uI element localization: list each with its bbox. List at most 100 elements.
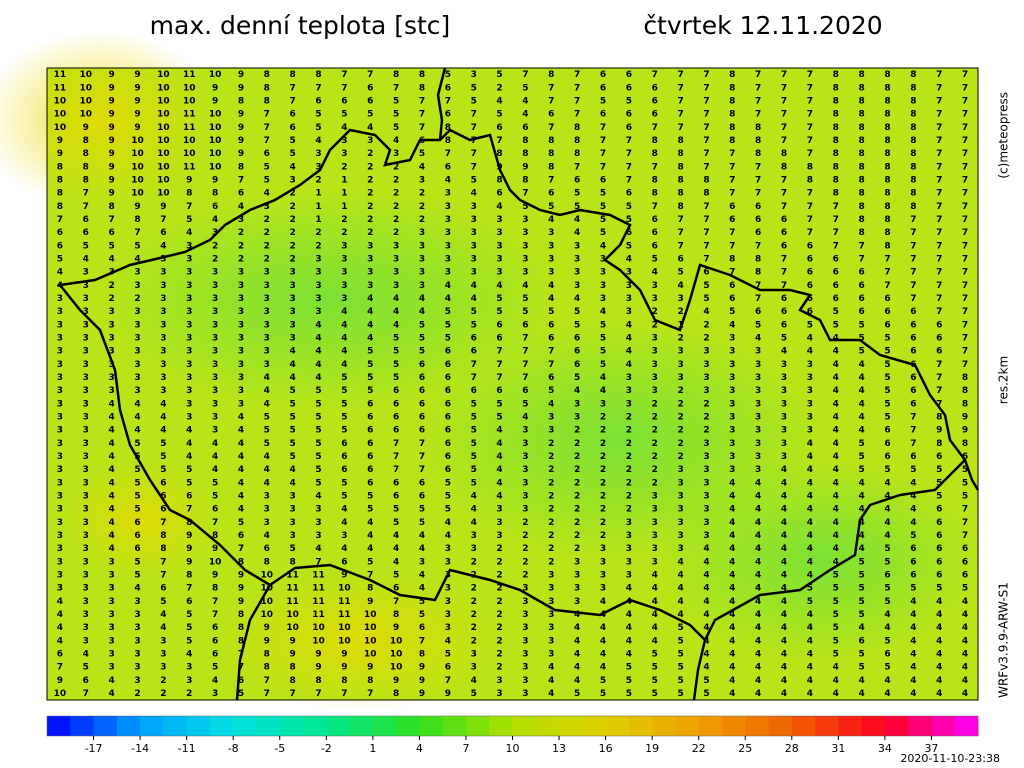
grid-value: 7 (962, 189, 968, 199)
grid-value: 4 (496, 465, 502, 475)
grid-value: 3 (109, 663, 115, 673)
grid-value: 5 (858, 649, 864, 659)
grid-value: 5 (677, 623, 683, 633)
grid-value: 4 (755, 518, 761, 528)
grid-value: 7 (703, 70, 709, 80)
grid-value: 4 (807, 570, 813, 580)
grid-value: 2 (471, 636, 477, 646)
grid-value: 7 (729, 189, 735, 199)
grid-value: 5 (858, 570, 864, 580)
grid-value: 4 (807, 505, 813, 515)
grid-value: 4 (574, 610, 580, 620)
grid-value: 6 (936, 452, 942, 462)
grid-value: 10 (338, 636, 351, 646)
grid-value: 4 (833, 347, 839, 357)
grid-value: 7 (522, 189, 528, 199)
grid-value: 6 (910, 544, 916, 554)
grid-value: 6 (548, 333, 554, 343)
grid-value: 4 (833, 491, 839, 501)
grid-value: 3 (57, 452, 63, 462)
grid-value: 7 (186, 505, 192, 515)
grid-value: 6 (393, 426, 399, 436)
grid-value: 8 (858, 123, 864, 133)
grid-value: 4 (496, 478, 502, 488)
grid-value: 2 (238, 254, 244, 264)
grid-value: 2 (626, 491, 632, 501)
grid-value: 3 (522, 610, 528, 620)
grid-value: 5 (341, 373, 347, 383)
grid-value: 4 (548, 663, 554, 673)
grid-value: 8 (833, 123, 839, 133)
grid-value: 5 (238, 689, 244, 699)
grid-value: 7 (729, 228, 735, 238)
grid-value: 3 (290, 491, 296, 501)
grid-value: 1 (341, 202, 347, 212)
grid-value: 8 (522, 149, 528, 159)
grid-value: 3 (574, 412, 580, 422)
grid-value: 3 (626, 307, 632, 317)
grid-value: 5 (574, 202, 580, 212)
grid-value: 3 (83, 557, 89, 567)
grid-value: 7 (471, 360, 477, 370)
grid-value: 11 (338, 610, 351, 620)
colorbar-segment (512, 716, 537, 736)
grid-value: 5 (264, 162, 270, 172)
grid-value: 10 (54, 110, 67, 120)
grid-value: 7 (393, 465, 399, 475)
grid-value: 6 (367, 399, 373, 409)
grid-value: 5 (393, 333, 399, 343)
grid-value: 6 (574, 175, 580, 185)
grid-value: 3 (134, 268, 140, 278)
grid-value: 5 (393, 373, 399, 383)
grid-value: 10 (286, 623, 299, 633)
grid-value: 6 (445, 162, 451, 172)
grid-value: 9 (134, 202, 140, 212)
grid-value: 9 (238, 584, 244, 594)
grid-value: 5 (134, 557, 140, 567)
grid-value: 3 (57, 333, 63, 343)
grid-value: 4 (315, 333, 321, 343)
grid-value: 4 (781, 465, 787, 475)
grid-value: 7 (936, 241, 942, 251)
grid-value: 8 (238, 623, 244, 633)
grid-value: 3 (290, 268, 296, 278)
grid-value: 6 (884, 649, 890, 659)
grid-value: 2 (496, 623, 502, 633)
grid-value: 6 (238, 189, 244, 199)
grid-value: 6 (212, 505, 218, 515)
grid-value: 11 (286, 584, 299, 594)
grid-value: 5 (858, 663, 864, 673)
grid-value: 3 (729, 412, 735, 422)
grid-value: 10 (209, 557, 222, 567)
grid-value: 4 (652, 623, 658, 633)
grid-value: 3 (264, 320, 270, 330)
colorbar-segment (675, 716, 700, 736)
grid-value: 7 (962, 70, 968, 80)
grid-value: 7 (393, 452, 399, 462)
grid-value: 8 (57, 202, 63, 212)
grid-value: 7 (574, 110, 580, 120)
grid-value: 3 (652, 373, 658, 383)
grid-value: 7 (419, 110, 425, 120)
grid-value: 3 (83, 268, 89, 278)
grid-value: 4 (496, 439, 502, 449)
grid-value: 6 (134, 518, 140, 528)
grid-value: 6 (445, 373, 451, 383)
grid-value: 3 (83, 465, 89, 475)
grid-value: 7 (910, 294, 916, 304)
grid-value: 6 (729, 202, 735, 212)
grid-value: 4 (807, 544, 813, 554)
grid-value: 2 (290, 215, 296, 225)
grid-value: 4 (160, 412, 166, 422)
grid-value: 5 (884, 663, 890, 673)
grid-value: 5 (367, 347, 373, 357)
grid-value: 7 (910, 254, 916, 264)
grid-value: 8 (677, 162, 683, 172)
grid-value: 6 (160, 228, 166, 238)
grid-value: 5 (419, 320, 425, 330)
grid-value: 5 (367, 505, 373, 515)
grid-value: 7 (755, 189, 761, 199)
grid-value: 3 (626, 294, 632, 304)
grid-value: 3 (445, 215, 451, 225)
grid-value: 2 (522, 570, 528, 580)
